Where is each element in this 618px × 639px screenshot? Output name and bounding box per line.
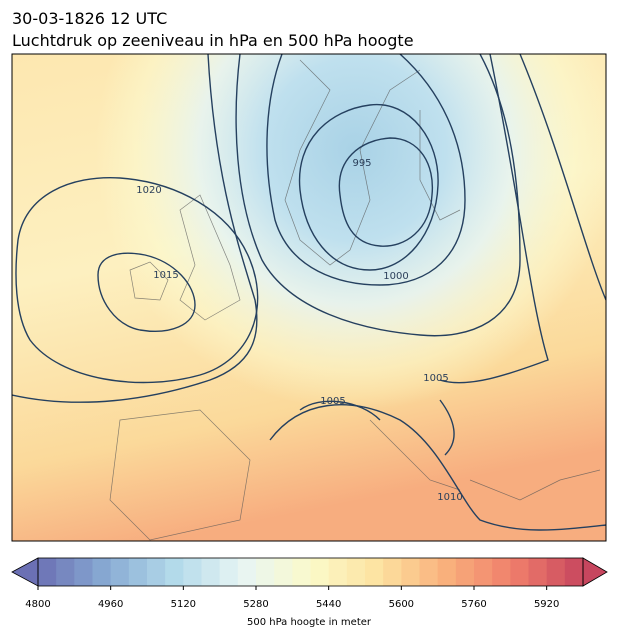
contour-label: 995 — [352, 158, 371, 169]
colorbar-bin — [201, 558, 221, 586]
map — [12, 54, 606, 541]
colorbar-bin — [383, 558, 402, 586]
colorbar: 4800 4960 5120 5280 5440 5600 5760 5920 — [11, 557, 608, 610]
colorbar-bin — [219, 558, 239, 586]
colorbar-bin — [274, 558, 293, 586]
colorbar-tick-label: 4960 — [98, 599, 123, 610]
colorbar-bin — [74, 558, 93, 586]
colorbar-tick-label: 5120 — [171, 599, 196, 610]
colorbar-bin — [437, 558, 457, 586]
colorbar-bin — [474, 558, 493, 586]
colorbar-tick-label: 5920 — [534, 599, 559, 610]
colorbar-frame — [37, 557, 584, 587]
colorbar-extend-low — [11, 557, 39, 587]
colorbar-bin — [256, 558, 275, 586]
colorbar-bin — [546, 558, 566, 586]
contour-label: 1020 — [136, 185, 161, 196]
colorbar-bin — [237, 558, 257, 586]
colorbar-bin — [564, 558, 584, 586]
colorbar-tick-label: 5280 — [243, 599, 268, 610]
contour-label: 1010 — [437, 492, 462, 503]
colorbar-bin — [528, 558, 548, 586]
colorbar-tick-label: 5760 — [461, 599, 486, 610]
contour-label: 1015 — [153, 270, 178, 281]
colorbar-bin — [492, 558, 511, 586]
colorbar-tick-label: 5600 — [389, 599, 414, 610]
colorbar-label: 500 hPa hoogte in meter — [247, 617, 372, 628]
colorbar-bin — [401, 558, 420, 586]
colorbar-bin — [292, 558, 311, 586]
colorbar-bin — [56, 558, 75, 586]
colorbar-bin — [128, 558, 148, 586]
contour-label: 1005 — [320, 396, 345, 407]
colorbar-bin — [510, 558, 529, 586]
colorbar-bin — [310, 558, 330, 586]
colorbar-bin — [346, 558, 366, 586]
colorbar-bin — [183, 558, 202, 586]
colorbar-bin — [419, 558, 439, 586]
colorbar-bin — [455, 558, 475, 586]
colorbar-bin — [328, 558, 348, 586]
colorbar-bin — [147, 558, 166, 586]
contour-label: 1005 — [423, 373, 448, 384]
colorbar-tick-label: 4800 — [25, 599, 50, 610]
colorbar-bin — [110, 558, 130, 586]
colorbar-extend-high — [582, 557, 608, 587]
colorbar-bin — [38, 558, 57, 586]
title: 30-03-1826 12 UTC — [12, 9, 167, 28]
contour-label: 1000 — [383, 271, 408, 282]
colorbar-bin — [165, 558, 184, 586]
map-frame — [11, 53, 607, 542]
colorbar-bin — [92, 558, 112, 586]
subtitle: Luchtdruk op zeeniveau in hPa en 500 hPa… — [12, 31, 414, 50]
colorbar-tick-label: 5440 — [316, 599, 341, 610]
colorbar-bin — [365, 558, 384, 586]
